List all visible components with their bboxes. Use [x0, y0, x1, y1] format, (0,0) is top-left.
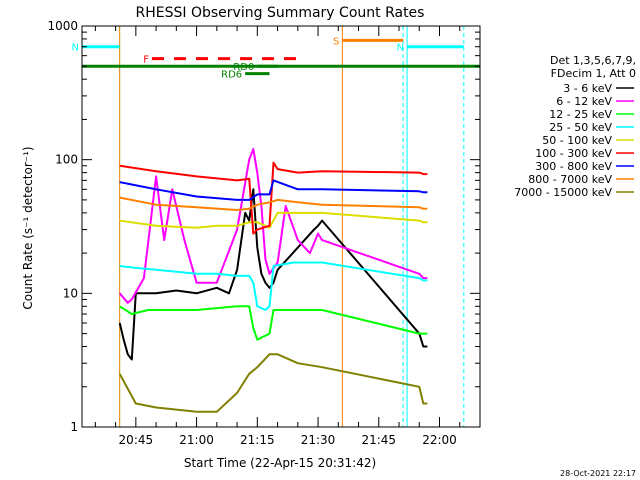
y-tick-label-0: 1 — [70, 420, 78, 434]
series-line-1 — [118, 148, 428, 304]
legend-label-8: 7000 - 15000 keV — [514, 186, 612, 199]
legend-label-2: 12 - 25 keV — [549, 108, 612, 121]
series-line-8 — [118, 353, 428, 413]
legend-label-1: 6 - 12 keV — [556, 95, 612, 108]
flag-label-n-0: N — [72, 43, 79, 54]
legend-header-line2: FDecim 1, Att 0 — [551, 67, 636, 80]
y-axis-label: Count Rate (s⁻¹ detector⁻¹) — [21, 146, 35, 309]
series-line-0 — [118, 188, 428, 361]
generation-timestamp: 28-Oct-2021 22:17 — [560, 469, 636, 478]
x-tick-label-4: 21:45 — [361, 433, 396, 447]
series-line-3 — [119, 261, 428, 311]
x-axis-label: Start Time (22-Apr-15 20:31:42) — [184, 456, 376, 470]
series-line-6 — [119, 179, 428, 201]
plot-frame — [81, 25, 481, 428]
legend-label-4: 50 - 100 keV — [542, 134, 612, 147]
legend: Det 1,3,5,6,7,9, FDecim 1, Att 0 3 - 6 k… — [514, 54, 636, 199]
legend-label-3: 25 - 50 keV — [549, 121, 612, 134]
y-tick-label-3: 1000 — [47, 19, 78, 33]
flag-label-rd0-4: RD0 — [233, 62, 254, 73]
flag-label-n-1: N — [397, 43, 404, 54]
x-tick-label-0: 20:45 — [119, 433, 154, 447]
series-line-5 — [119, 161, 428, 235]
series-line-7 — [119, 196, 428, 211]
series-line-2 — [119, 305, 428, 341]
legend-label-5: 100 - 300 keV — [535, 147, 612, 160]
legend-label-7: 800 - 7000 keV — [528, 173, 612, 186]
legend-label-0: 3 - 6 keV — [563, 82, 612, 95]
flag-label-s-2: S — [333, 36, 339, 47]
flag-label-rd6-5: RD6 — [221, 70, 242, 81]
x-tick-label-2: 21:15 — [240, 433, 275, 447]
chart-title: RHESSI Observing Summary Count Rates — [136, 5, 425, 21]
flag-label-f-3: F — [143, 55, 149, 66]
x-tick-label-5: 22:00 — [422, 433, 457, 447]
y-tick-label-1: 10 — [63, 286, 78, 300]
y-tick-label-2: 100 — [55, 153, 78, 167]
x-tick-label-1: 21:00 — [179, 433, 214, 447]
axes: 1 10 100 1000 20:45 21:00 21:15 21:30 21:45 22:00 — [47, 19, 481, 447]
legend-header-line1: Det 1,3,5,6,7,9, — [550, 54, 636, 67]
x-tick-label-3: 21:30 — [301, 433, 336, 447]
series-line-4 — [119, 211, 428, 229]
legend-label-6: 300 - 800 keV — [535, 160, 612, 173]
data-layer — [118, 26, 465, 427]
